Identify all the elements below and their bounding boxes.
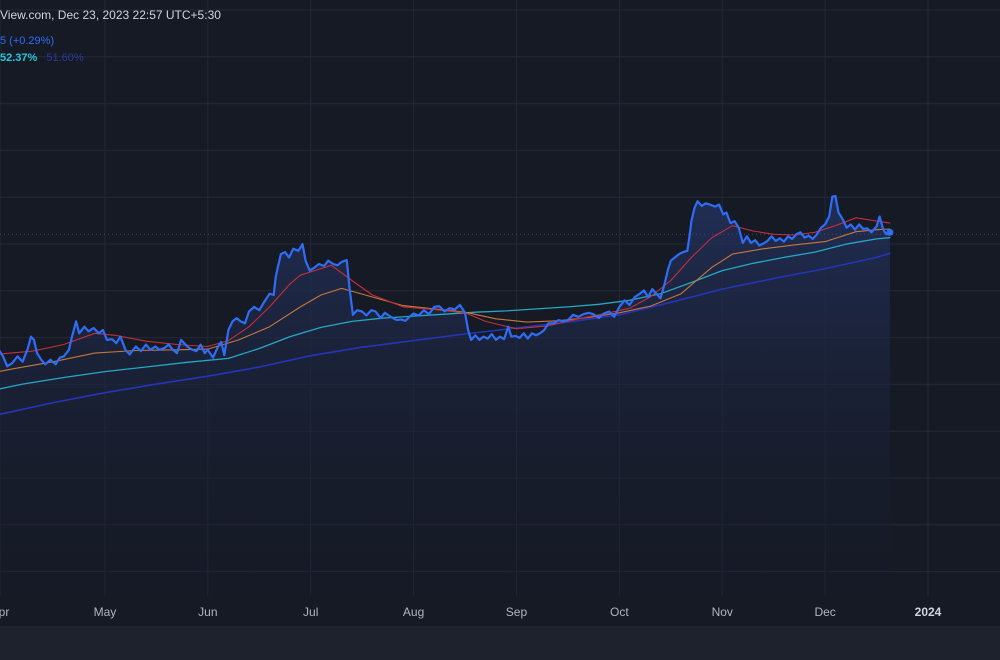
series-line-ma_teal <box>0 236 891 390</box>
x-tick-label-7: Nov <box>712 605 733 619</box>
x-tick-label-8: Dec <box>814 605 835 619</box>
series-line-price <box>0 194 892 368</box>
series-line-ma_orange <box>0 228 891 372</box>
x-tick-label-4: Aug <box>403 605 424 619</box>
x-tick-label-1: May <box>94 605 117 619</box>
chart-plot[interactable]: Apr May Jun Jul Aug Sep Oct Nov Dec 2024 <box>0 0 1000 626</box>
legend-teal-value: 52.37% <box>0 52 38 64</box>
series-line-ma_red <box>0 217 891 355</box>
series-line-ma_navy <box>0 252 891 416</box>
last-price-dot <box>886 228 894 236</box>
legend-navy-value: 51.60% <box>46 52 84 64</box>
price-area <box>0 196 890 596</box>
chart-source-line: View.com, Dec 23, 2023 22:57 UTC+5:30 <box>0 8 221 22</box>
chart-area[interactable]: Apr May Jun Jul Aug Sep Oct Nov Dec 2024 View.com… <box>0 0 1000 626</box>
x-tick-label-0: Apr <box>0 605 9 619</box>
bottom-toolbar <box>0 626 1000 660</box>
x-tick-label-6: Oct <box>610 605 629 619</box>
x-tick-label-9: 2024 <box>915 605 942 619</box>
legend-row-2: 52.37% 51.60% <box>0 52 84 64</box>
legend-price-change: 5 (+0.29%) <box>0 35 55 47</box>
legend-row-1: 5 (+0.29%) <box>0 35 54 47</box>
x-tick-label-2: Jun <box>198 605 217 619</box>
x-tick-label-3: Jul <box>303 605 318 619</box>
x-tick-label-5: Sep <box>506 605 528 619</box>
